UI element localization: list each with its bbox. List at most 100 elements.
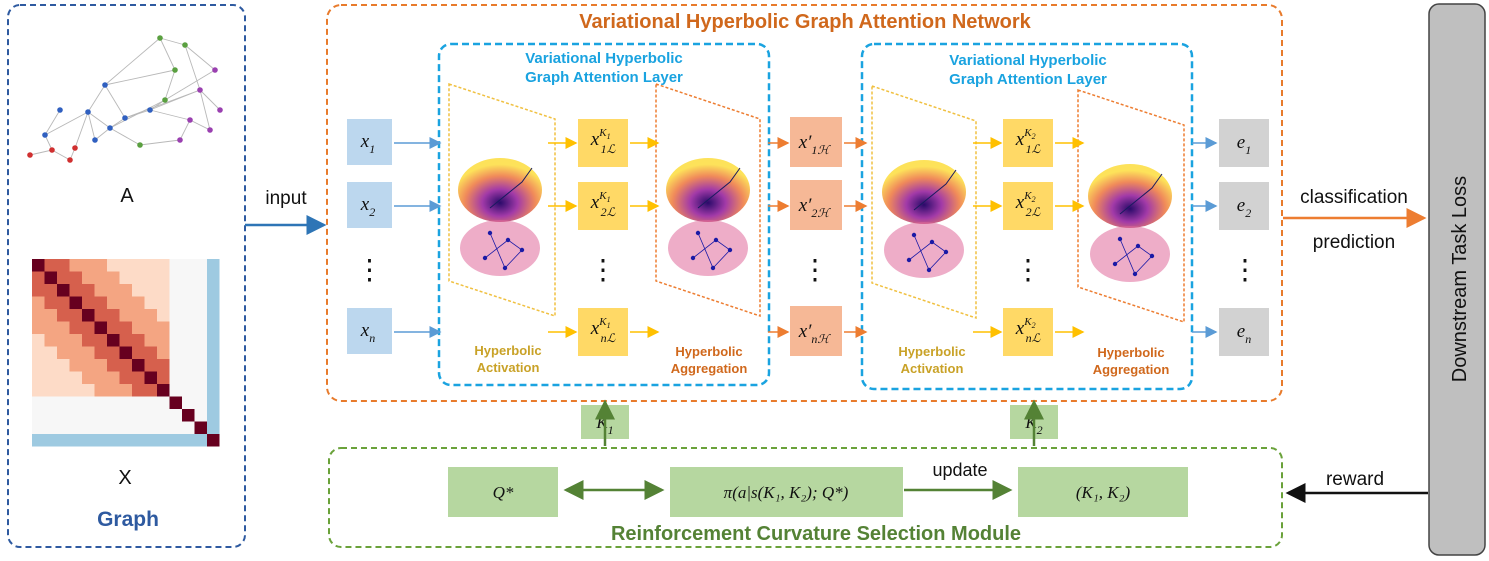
heatmap-cell: [182, 409, 195, 422]
heatmap-cell: [194, 409, 207, 422]
heatmap-cell: [82, 396, 95, 409]
layer-2-latent-node-1-sup: K: [1023, 127, 1032, 139]
layer-1-latent-node-2-space: ℒ: [607, 205, 616, 219]
layer-2-latent-node-1: xK2 1ℒ: [1015, 127, 1041, 156]
bowl-path: [697, 167, 741, 209]
middle-node-2-sub: 2: [811, 206, 817, 220]
heatmap-cell: [69, 309, 82, 322]
heatmap-cell: [44, 259, 57, 272]
graph-vertex: [85, 109, 91, 115]
graph-edge: [104, 37, 161, 86]
heatmap-cell: [169, 321, 182, 334]
heatmap-cell: [144, 396, 157, 409]
heatmap-cell: [194, 271, 207, 284]
heatmap-cell: [144, 359, 157, 372]
heatmap-cell: [69, 434, 82, 447]
hyperboloid-bowl: [882, 160, 966, 224]
heatmap-cell: [157, 346, 170, 359]
heatmap-cell: [132, 284, 145, 297]
heatmap-cell: [157, 284, 170, 297]
layer-1-latent-node-4-sup: K: [598, 316, 607, 328]
heatmap-cell: [82, 421, 95, 434]
layer-1-latent-node-1-sub: 1: [601, 142, 607, 156]
heatmap-cell: [57, 434, 70, 447]
heatmap-cell: [107, 296, 120, 309]
layer-2-latent-node-1-base: x: [1015, 129, 1025, 150]
heatmap-cell: [32, 309, 45, 322]
graph-edge: [29, 149, 53, 156]
heatmap-cell: [132, 346, 145, 359]
heatmap-cell: [182, 321, 195, 334]
heatmap-cell: [182, 259, 195, 272]
feature-heatmap: [32, 259, 220, 447]
heatmap-cell: [182, 384, 195, 397]
heatmap-cell: [82, 271, 95, 284]
latent-node-box: [578, 308, 628, 356]
heatmap-cell: [194, 334, 207, 347]
graph-edge: [109, 127, 141, 146]
heatmap-cell: [107, 371, 120, 384]
heatmap-cell: [157, 384, 170, 397]
graph-vertex: [162, 97, 168, 103]
heatmap-cell: [44, 384, 57, 397]
heatmap-cell: [44, 359, 57, 372]
heatmap-cell: [82, 259, 95, 272]
heatmap-cell: [94, 271, 107, 284]
poincare-disk: [884, 222, 964, 278]
graph-edge: [164, 69, 176, 101]
graph-edge: [149, 109, 191, 121]
heatmap-cell: [57, 346, 70, 359]
heatmap-cell: [119, 259, 132, 272]
heatmap-cell: [57, 359, 70, 372]
heatmap-cell: [194, 346, 207, 359]
heatmap-cell: [44, 309, 57, 322]
heatmap-cell: [182, 371, 195, 384]
heatmap-cell: [69, 271, 82, 284]
poincare-disk: [1090, 226, 1170, 282]
heatmap-cell: [94, 371, 107, 384]
middle-node-box: [790, 180, 842, 230]
heatmap-cell: [32, 259, 45, 272]
layer-2-latent-node-2-sup-sub: 2: [1032, 195, 1036, 204]
heatmap-cell: [144, 434, 157, 447]
rl-panel: [328, 447, 1283, 548]
heatmap-cell: [32, 434, 45, 447]
heatmap-cell: [132, 359, 145, 372]
heatmap-cell: [169, 421, 182, 434]
input-label: input: [265, 188, 307, 209]
heatmap-cell: [144, 409, 157, 422]
heatmap-cell: [207, 346, 220, 359]
layer-1-latent-node-2-sub: 2: [601, 205, 607, 219]
classification-label: classification: [1300, 187, 1408, 208]
heatmap-cell: [182, 334, 195, 347]
heatmap-cell: [69, 371, 82, 384]
heatmap-cell: [194, 384, 207, 397]
heatmap-cell: [157, 296, 170, 309]
middle-node-box: [790, 306, 842, 356]
middle-node-4-prime: ′: [807, 321, 812, 342]
layer-1-latent-node-2-sup-sub: 1: [607, 195, 611, 204]
heatmap-cell: [107, 396, 120, 409]
graph-vertex: [42, 132, 48, 138]
heatmap-cell: [119, 371, 132, 384]
output-node-1-base: e: [1237, 132, 1245, 153]
heatmap-cell: [169, 346, 182, 359]
heatmap-cell: [69, 334, 82, 347]
input-node-1: x1: [360, 131, 375, 156]
layer-1-latent-node-1-sup-sub: 1: [607, 132, 611, 141]
output-node-4-base: e: [1237, 321, 1245, 342]
heatmap-cell: [182, 284, 195, 297]
heatmap-cell: [82, 284, 95, 297]
heatmap-cell: [119, 309, 132, 322]
middle-node-4-space: ℋ: [817, 332, 831, 346]
heatmap-cell: [157, 271, 170, 284]
graph-edge: [164, 69, 216, 101]
heatmap-cell: [44, 396, 57, 409]
heatmap-cell: [82, 409, 95, 422]
heatmap-cell: [207, 371, 220, 384]
heatmap-cell: [69, 359, 82, 372]
heatmap-cell: [132, 259, 145, 272]
heatmap-cell: [144, 284, 157, 297]
